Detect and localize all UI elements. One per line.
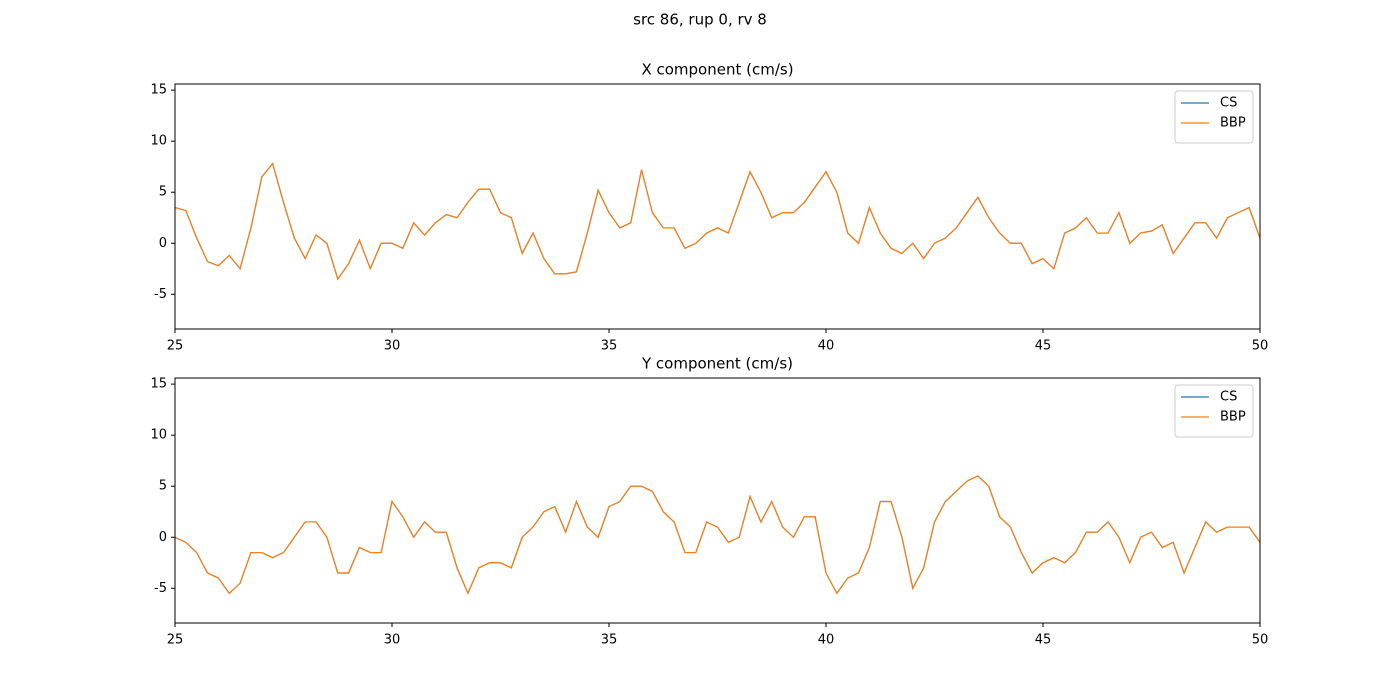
x-tick-label: 50 bbox=[1252, 633, 1269, 648]
x-tick-label: 45 bbox=[1035, 633, 1052, 648]
x-tick-label: 40 bbox=[818, 339, 835, 354]
y-tick-label: 0 bbox=[159, 236, 167, 251]
series-line bbox=[175, 162, 1260, 281]
y-tick-label: 15 bbox=[150, 377, 167, 392]
legend-label: CS bbox=[1220, 390, 1237, 405]
series-line bbox=[175, 475, 1260, 595]
y-tick-label: 15 bbox=[150, 83, 167, 98]
x-tick-label: 50 bbox=[1252, 339, 1269, 354]
x-tick-label: 25 bbox=[167, 633, 184, 648]
y-tick-label: 5 bbox=[159, 479, 167, 494]
axes-frame bbox=[174, 83, 1261, 330]
x-tick-label: 40 bbox=[818, 633, 835, 648]
legend-label: BBP bbox=[1220, 410, 1246, 425]
x-tick-label: 35 bbox=[601, 339, 618, 354]
legend-box bbox=[1174, 90, 1254, 144]
y-tick-label: 0 bbox=[159, 530, 167, 545]
axes-title: X component (cm/s) bbox=[641, 61, 793, 79]
x-tick-label: 25 bbox=[167, 339, 184, 354]
y-tick-label: -5 bbox=[154, 581, 167, 596]
x-tick-label: 30 bbox=[384, 633, 401, 648]
y-tick-label: -5 bbox=[154, 287, 167, 302]
y-tick-label: 5 bbox=[159, 185, 167, 200]
x-tick-label: 30 bbox=[384, 339, 401, 354]
axes-frame bbox=[174, 377, 1261, 624]
x-tick-label: 45 bbox=[1035, 339, 1052, 354]
legend-label: CS bbox=[1220, 96, 1237, 111]
y-tick-label: 10 bbox=[150, 428, 167, 443]
figure-title: src 86, rup 0, rv 8 bbox=[633, 11, 767, 29]
legend-label: BBP bbox=[1220, 116, 1246, 131]
y-tick-label: 10 bbox=[150, 134, 167, 149]
x-tick-label: 35 bbox=[601, 633, 618, 648]
axes-title: Y component (cm/s) bbox=[641, 355, 793, 373]
legend-box bbox=[1174, 384, 1254, 438]
